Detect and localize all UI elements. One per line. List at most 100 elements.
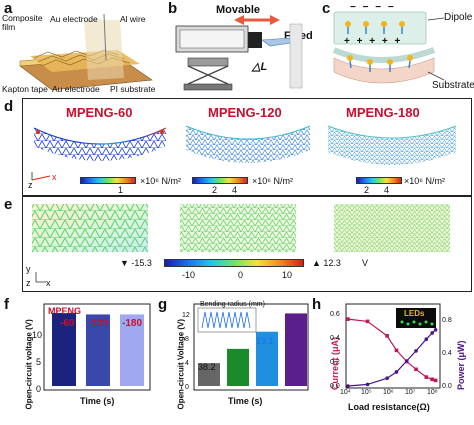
panel-h-label: h	[312, 296, 322, 313]
power-point-3	[394, 370, 399, 374]
panel-e-unit: V	[362, 258, 369, 268]
panel-h-xtick-5: 10⁵	[361, 389, 372, 396]
mpeng-120-stress-map	[185, 125, 311, 163]
panel-a-illustration	[19, 13, 153, 91]
panel-e-frame	[22, 196, 472, 292]
panel-d-axis-x: x	[52, 172, 57, 182]
panel-h-xtick-8: 10⁸	[427, 389, 438, 396]
power-point-5	[414, 349, 418, 353]
power-line	[347, 329, 437, 387]
mpeng-60-stress-map	[33, 127, 167, 161]
panel-b: b Movable Fixed △L	[158, 0, 316, 96]
current-line	[347, 318, 436, 381]
panel-f-ytick-0: 0	[36, 384, 42, 394]
panel-d-label: d	[4, 98, 14, 115]
panel-h-xlabel: Load resistance(Ω)	[348, 402, 430, 412]
power-point-0	[346, 384, 350, 388]
panel-e-min-marker: ▼ -15.3	[120, 258, 152, 268]
panel-g-signal-38.2	[198, 363, 220, 386]
panel-g-signal-19.1	[256, 331, 278, 386]
current-point-1	[365, 319, 370, 324]
panel-e-tick-10: 10	[282, 270, 293, 280]
panel-g-value-3: 19.1	[256, 336, 274, 346]
panel-g-ytick-0: 0	[185, 384, 189, 391]
power-point-1	[365, 382, 370, 387]
label-composite-film: Composite film	[2, 13, 43, 32]
panel-g-ytick-12: 12	[182, 312, 190, 319]
panel-e-max-marker: ▲ 12.3	[312, 258, 341, 268]
current-point-0	[346, 317, 350, 321]
current-point-8	[433, 378, 438, 383]
panel-h-ytick-left-4: 0.4	[330, 335, 340, 342]
panel-f-chart	[43, 303, 151, 391]
mpeng-60-colorbar-unit: ×10⁶ N/m²	[140, 176, 181, 186]
panel-h-leds-label: LEDs	[404, 309, 425, 318]
panel-g-signal-12.7	[285, 313, 307, 386]
power-point-4	[404, 359, 409, 363]
panel-a-label: a	[4, 0, 13, 17]
panel-g-inset-title: Bending radius (mm)	[200, 301, 265, 308]
panel-h-ytick-left-0: 0.0	[330, 383, 340, 390]
label-al-wire: Al wire	[120, 14, 146, 24]
panel-h-ytick-right-4: 0.4	[442, 350, 452, 357]
panel-e-label: e	[4, 196, 13, 213]
panel-e-axis-arrow	[35, 272, 46, 283]
mpeng-180-colorbar-tick-2: 2	[364, 185, 370, 195]
panel-c-illustration	[332, 11, 445, 84]
power-point-8	[433, 328, 438, 332]
label-movable: Movable	[216, 4, 261, 16]
panel-h-xtick-7: 10⁷	[405, 389, 416, 396]
mpeng-120-potential-map	[180, 204, 296, 252]
label-kapton-tape: Kapton tape	[2, 84, 48, 94]
label-plus-charges: + + + + +	[344, 36, 403, 47]
label-delta-l: △L	[252, 61, 268, 73]
panel-g-value-4: 12.7	[286, 323, 304, 333]
panel-f-series-180: -180	[122, 318, 143, 329]
current-point-3	[394, 348, 399, 353]
power-point-6	[424, 337, 429, 341]
mpeng-180-potential-map	[334, 204, 450, 252]
panel-f-label: f	[4, 296, 9, 313]
panel-b-illustration	[175, 15, 303, 91]
panel-e-tick-minus10: -10	[182, 270, 196, 280]
label-substrate: Substrate	[432, 80, 474, 91]
panel-h-xtick-4: 10⁴	[340, 389, 351, 396]
label-minus-charges: − − − −	[350, 2, 396, 13]
panel-h-ylabel-left: Current (μA)	[330, 336, 340, 390]
panel-e-tick-0: 0	[238, 270, 244, 280]
mpeng-120-colorbar	[192, 177, 248, 184]
panel-e-axis-z: z	[26, 278, 31, 288]
mpeng-120-colorbar-tick-2: 2	[212, 185, 218, 195]
panel-f-xlabel: Time (s)	[80, 396, 115, 406]
panel-f-title: MPENG	[48, 306, 82, 316]
panel-c-label: c	[322, 0, 331, 17]
panel-h-xtick-6: 10⁶	[383, 389, 394, 396]
panel-g-value-2: 25.5	[227, 350, 245, 360]
panel-h-chart	[345, 303, 441, 389]
panel-h-ytick-right-8: 0.8	[442, 317, 452, 324]
panel-f-signal--180	[120, 314, 144, 386]
current-point-7	[430, 377, 434, 382]
panel-c: c − − − − + + + + + Dipole Substrate	[316, 0, 474, 96]
mpeng-180-stress-map	[327, 125, 457, 165]
panel-g-label: g	[158, 296, 168, 313]
panel-b-label: b	[168, 0, 178, 17]
panel-g-ytick-8: 8	[185, 336, 189, 343]
panel-h-ytick-left-6: 0.6	[330, 311, 340, 318]
mpeng-60-title: MPENG-60	[66, 105, 133, 120]
panel-f-ytick-10: 10	[32, 330, 43, 340]
panel-f-series-60: -60	[60, 318, 75, 329]
panel-d-frame	[22, 98, 472, 196]
power-point-7	[430, 331, 434, 335]
mpeng-60-colorbar	[80, 177, 136, 184]
mpeng-180-colorbar	[356, 177, 402, 184]
mpeng-180-title: MPENG-180	[346, 105, 420, 120]
current-point-6	[424, 375, 429, 379]
label-au-electrode-top: Au electrode	[50, 14, 98, 24]
panel-d-axis-z: z	[28, 180, 33, 190]
mpeng-120-colorbar-tick-4: 4	[232, 185, 238, 195]
mpeng-60-potential-map	[32, 204, 148, 252]
current-point-2	[385, 334, 389, 338]
panel-e-axis-x: x	[46, 278, 51, 288]
mpeng-180-colorbar-tick-4: 4	[384, 185, 390, 195]
